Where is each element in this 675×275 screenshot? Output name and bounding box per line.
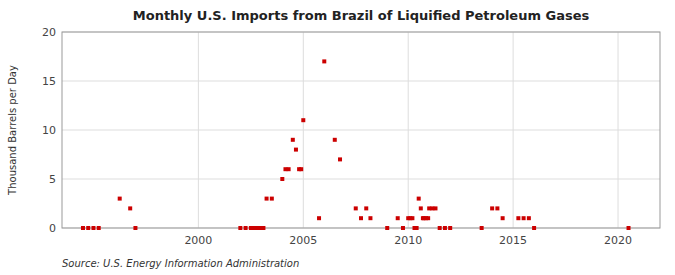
title: Monthly U.S. Imports from Brazil of Liqu… [133,8,590,23]
grid-line-x [303,32,304,228]
point [299,167,303,171]
point [495,206,499,210]
point [359,216,363,220]
x-tick-label: 2005 [289,234,317,247]
source-note: Source: U.S. Energy Information Administ… [62,258,299,269]
y-tick-label: 20 [42,26,56,39]
point [516,216,520,220]
point [118,197,122,201]
point [364,206,368,210]
point [490,206,494,210]
point [91,226,95,230]
point [294,148,298,152]
point [419,206,423,210]
grid-line-x [408,32,409,228]
y-tick-label: 0 [49,222,56,235]
grid-line-x [618,32,619,228]
point [522,216,526,220]
point [415,226,419,230]
chart: 0 5 10 15 20 2000 2005 2010 2015 2020 Monthly U.S.… [0,0,675,275]
point [532,226,536,230]
point [368,216,372,220]
point [244,226,248,230]
points [81,59,631,230]
point [86,226,90,230]
y-tick-label: 10 [42,124,56,137]
point [97,226,101,230]
point [238,226,242,230]
point [301,118,305,122]
point [433,206,437,210]
grid-line-y [62,179,660,180]
grid-line-x [513,32,514,228]
point [265,197,269,201]
point [501,216,505,220]
point [333,138,337,142]
point [287,167,291,171]
point [280,177,284,181]
point [627,226,631,230]
grid [62,32,660,228]
point [291,138,295,142]
point [385,226,389,230]
y-tick-label: 15 [42,75,56,88]
point [133,226,137,230]
grid-line-y [62,81,660,82]
x-tick-label: 2010 [394,234,422,247]
axes: 0 5 10 15 20 2000 2005 2010 2015 2020 [42,26,660,247]
point [270,197,274,201]
point [438,226,442,230]
plot-frame [62,32,660,228]
point [317,216,321,220]
point [527,216,531,220]
point [401,226,405,230]
point [417,197,421,201]
point [448,226,452,230]
point [443,226,447,230]
grid-line-x [198,32,199,228]
grid-line-y [62,130,660,131]
point [338,157,342,161]
point [396,216,400,220]
x-tick-label: 2015 [499,234,527,247]
point [322,59,326,63]
point [410,216,414,220]
plot-area [62,32,660,228]
point [81,226,85,230]
y-tick-label: 5 [49,173,56,186]
y-axis-label: Thousand Barrels per Day [7,65,18,196]
x-tick-label: 2020 [604,234,632,247]
x-tick-label: 2000 [184,234,212,247]
point [128,206,132,210]
point [261,226,265,230]
point [480,226,484,230]
point [426,216,430,220]
point [354,206,358,210]
